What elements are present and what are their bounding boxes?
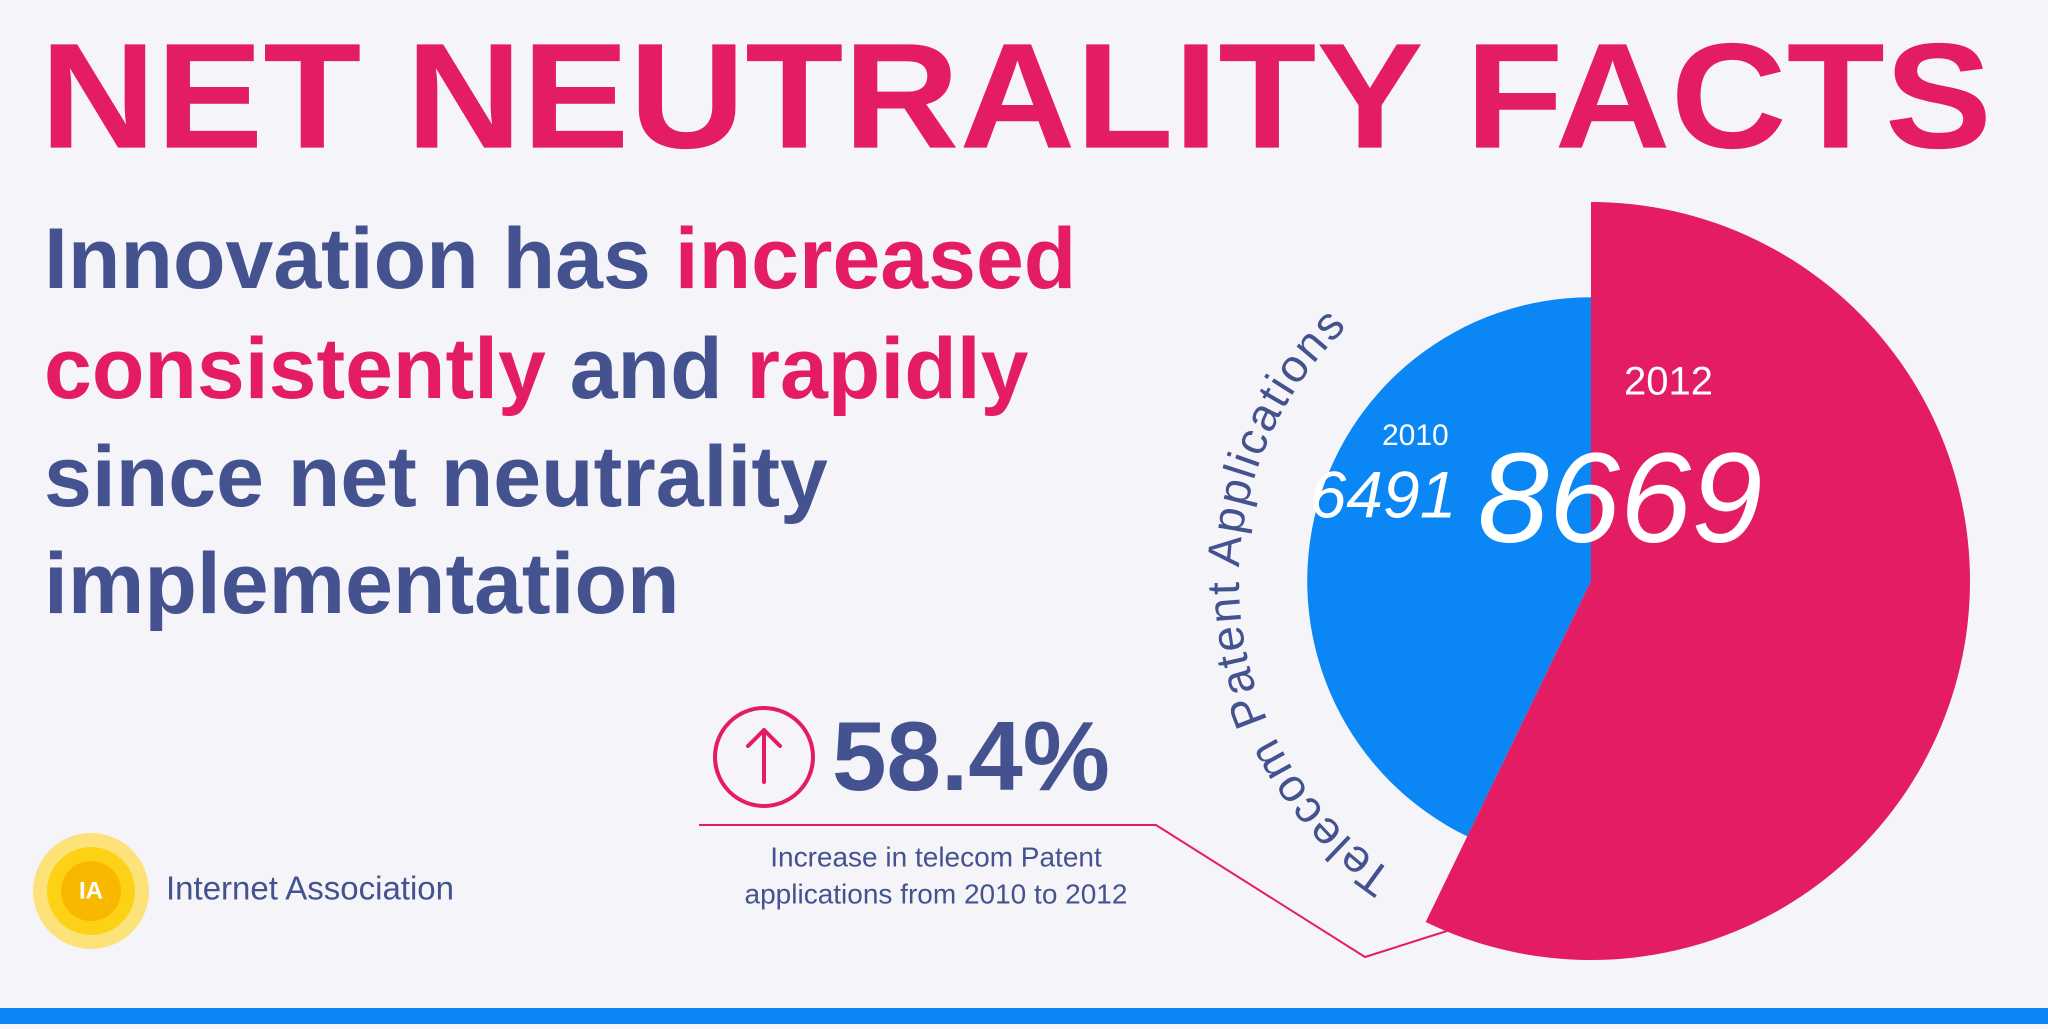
category-label: 2012 xyxy=(1624,360,1713,404)
category-label: 2010 xyxy=(1382,419,1449,452)
page-title: NET NEUTRALITY FACTS xyxy=(40,12,1992,180)
value-label: 6491 xyxy=(1310,457,1457,531)
logo-initials: IA xyxy=(79,877,103,904)
headline-emphasis: rapidly xyxy=(747,321,1029,417)
headline-emphasis: increased xyxy=(675,211,1077,307)
headline-line: consistently and rapidly xyxy=(44,321,1029,417)
up-icon xyxy=(713,706,815,808)
headline-text: Innovation has xyxy=(44,211,675,307)
pie-slice xyxy=(1307,297,1591,837)
headline-text: implementation xyxy=(44,536,680,632)
logo-name: Internet Association xyxy=(166,870,454,907)
logo-core xyxy=(61,861,121,921)
bottom-bar xyxy=(0,1008,2048,1024)
headline: Innovation has increased consistently and… xyxy=(44,211,1076,632)
headline-text: since net neutrality xyxy=(44,429,828,525)
logo: IA xyxy=(33,833,149,949)
stat-value: 58.4% xyxy=(832,701,1110,811)
up-arrow xyxy=(746,728,782,784)
headline-line: since net neutrality xyxy=(44,429,828,525)
pie-slice xyxy=(1425,202,1971,961)
headline-line: Innovation has increased xyxy=(44,211,1076,307)
headline-line: implementation xyxy=(44,536,680,632)
stat-caption: applications from 2010 to 2012 xyxy=(745,878,1128,909)
headline-emphasis: consistently xyxy=(44,321,546,417)
headline-text: and xyxy=(546,321,747,417)
callout-line xyxy=(699,824,1451,959)
stat-caption: Increase in telecom Patent xyxy=(770,841,1102,872)
value-label: 8669 xyxy=(1478,427,1763,570)
